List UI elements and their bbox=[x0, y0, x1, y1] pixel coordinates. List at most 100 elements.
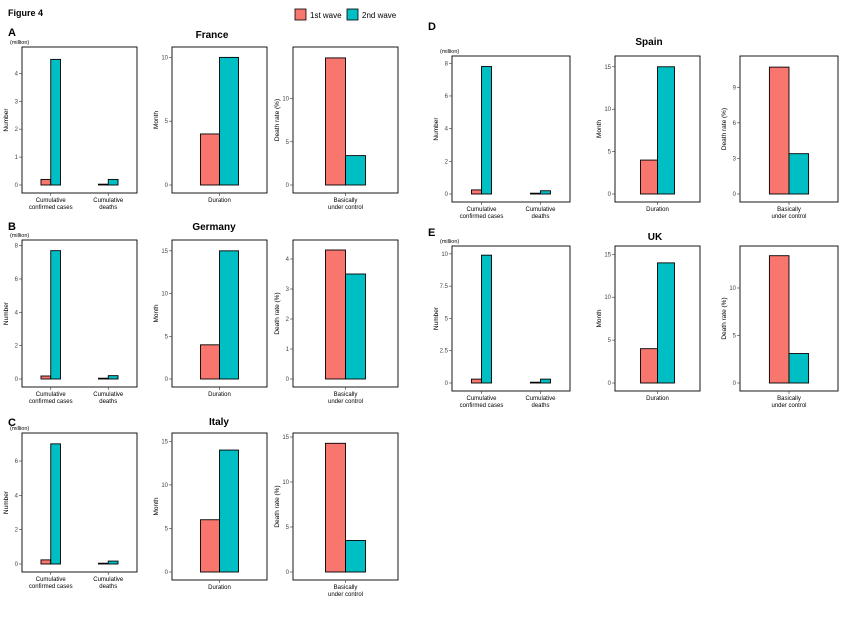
y-axis-unit: (million) bbox=[10, 233, 29, 239]
x-category-label: deaths bbox=[531, 403, 549, 409]
y-tick-label: 5 bbox=[608, 150, 612, 156]
bar-cumulative-deaths-1st-wave bbox=[98, 377, 109, 380]
country-title-italy: Italy bbox=[209, 417, 229, 428]
y-axis-label: Death rate (%) bbox=[721, 297, 728, 339]
bar-basically-under-control-1st-wave bbox=[768, 255, 790, 384]
y-tick-label: 5 bbox=[165, 119, 169, 125]
bar-cumulative-confirmed-cases-1st-wave bbox=[40, 178, 52, 186]
x-category-label: Cumulative bbox=[93, 577, 124, 583]
x-category-label: Basically bbox=[334, 198, 358, 204]
bar-cumulative-deaths-1st-wave bbox=[530, 192, 541, 195]
country-title-uk: UK bbox=[648, 232, 663, 243]
plot-frame bbox=[451, 55, 571, 203]
bar-basically-under-control-2nd-wave bbox=[345, 273, 366, 380]
chart-france-month: 0 5 10 Month Duration bbox=[153, 46, 268, 204]
y-tick-label: 4 bbox=[15, 310, 19, 316]
y-axis-label: Month bbox=[153, 111, 160, 129]
country-title-france: France bbox=[196, 30, 229, 41]
x-category-label: Duration bbox=[208, 198, 231, 204]
x-category-label: Cumulative bbox=[525, 396, 556, 402]
y-tick-label: 5 bbox=[286, 140, 290, 146]
y-tick-label: 10 bbox=[441, 252, 448, 258]
y-tick-label: 7.5 bbox=[440, 284, 449, 290]
y-tick-label: 0 bbox=[445, 192, 449, 198]
bar-duration-2nd-wave bbox=[657, 262, 675, 384]
y-tick-label: 6 bbox=[15, 277, 19, 283]
bar-duration-2nd-wave bbox=[219, 449, 239, 573]
y-tick-label: 0 bbox=[286, 377, 290, 383]
x-category-label: Cumulative bbox=[36, 577, 67, 583]
bar-duration-2nd-wave bbox=[219, 56, 239, 186]
plot-frame bbox=[21, 432, 138, 573]
x-category-label: Cumulative bbox=[466, 207, 497, 213]
y-axis-label: Number bbox=[3, 301, 10, 325]
legend: 1st wave 2nd wave bbox=[294, 8, 397, 21]
bar-basically-under-control-1st-wave bbox=[768, 66, 790, 195]
y-axis-unit: (million) bbox=[440, 239, 459, 245]
y-tick-label: 3 bbox=[733, 156, 737, 162]
chart-italy-month: 0 5 10 15 Month Duration bbox=[153, 432, 268, 591]
bar-cumulative-confirmed-cases-2nd-wave bbox=[481, 254, 492, 384]
x-category-label: deaths bbox=[99, 205, 117, 211]
country-title-spain: Spain bbox=[635, 37, 662, 48]
bar-basically-under-control-2nd-wave bbox=[345, 155, 366, 186]
bar-cumulative-deaths-1st-wave bbox=[530, 381, 541, 384]
x-category-label: Cumulative bbox=[93, 392, 124, 398]
panel-letter-b: B bbox=[8, 221, 16, 233]
x-category-label: under control bbox=[328, 399, 363, 405]
bar-duration-2nd-wave bbox=[219, 250, 239, 380]
x-category-label: confirmed cases bbox=[29, 399, 73, 405]
y-tick-label: 10 bbox=[282, 97, 289, 103]
panel-letter-d: D bbox=[428, 21, 436, 33]
chart-france-number: 01234Number(million)Cumulativeconfirmed … bbox=[3, 40, 138, 211]
panel-letter-c: C bbox=[8, 417, 16, 429]
bar-cumulative-deaths-1st-wave bbox=[98, 183, 109, 186]
y-axis-unit: (million) bbox=[10, 426, 29, 432]
x-category-label: Basically bbox=[334, 392, 358, 398]
x-category-label: Basically bbox=[777, 396, 801, 402]
y-tick-label: 10 bbox=[161, 55, 168, 61]
x-category-label: deaths bbox=[99, 399, 117, 405]
y-axis-unit: (million) bbox=[10, 40, 29, 46]
y-tick-label: 3 bbox=[286, 287, 290, 293]
bar-cumulative-confirmed-cases-2nd-wave bbox=[481, 66, 492, 195]
bar-basically-under-control-2nd-wave bbox=[345, 540, 366, 573]
y-axis-label: Number bbox=[433, 306, 440, 330]
x-category-label: Duration bbox=[646, 396, 669, 402]
panel-letter-a: A bbox=[8, 27, 16, 39]
x-category-label: confirmed cases bbox=[460, 403, 504, 409]
x-category-label: Cumulative bbox=[466, 396, 497, 402]
y-tick-label: 2 bbox=[15, 127, 19, 133]
y-axis-label: Death rate (%) bbox=[274, 99, 281, 141]
y-tick-label: 15 bbox=[604, 252, 611, 258]
bar-duration-1st-wave bbox=[640, 159, 658, 195]
y-tick-label: 5 bbox=[733, 334, 737, 340]
y-tick-label: 0 bbox=[165, 377, 169, 383]
chart-spain-number: 02468Number(million)Cumulativeconfirmed … bbox=[433, 49, 571, 220]
y-axis-label: Death rate (%) bbox=[721, 108, 728, 150]
x-category-label: deaths bbox=[99, 584, 117, 590]
x-category-label: Cumulative bbox=[525, 207, 556, 213]
chart-germany-month: 0 5 10 15 Month Duration bbox=[153, 239, 268, 398]
y-tick-label: 10 bbox=[282, 480, 289, 486]
y-tick-label: 4 bbox=[445, 127, 449, 133]
y-tick-label: 1 bbox=[15, 155, 19, 161]
y-tick-label: 15 bbox=[161, 249, 168, 255]
y-tick-label: 2 bbox=[286, 317, 290, 323]
charts-layer: 01234Number(million)Cumulativeconfirmed … bbox=[3, 40, 839, 598]
y-tick-label: 15 bbox=[282, 435, 289, 441]
y-tick-label: 8 bbox=[15, 244, 19, 250]
y-tick-label: 2 bbox=[445, 159, 449, 165]
x-category-label: Cumulative bbox=[36, 198, 67, 204]
bar-duration-2nd-wave bbox=[657, 66, 675, 195]
chart-germany-number: 02468Number(million)Cumulativeconfirmed … bbox=[3, 233, 138, 405]
y-tick-label: 2 bbox=[15, 344, 19, 350]
plot-frame bbox=[21, 46, 138, 194]
bar-basically-under-control-1st-wave bbox=[325, 57, 346, 186]
x-category-label: under control bbox=[771, 403, 806, 409]
y-axis-label: Month bbox=[596, 309, 603, 327]
y-tick-label: 5 bbox=[608, 338, 612, 344]
